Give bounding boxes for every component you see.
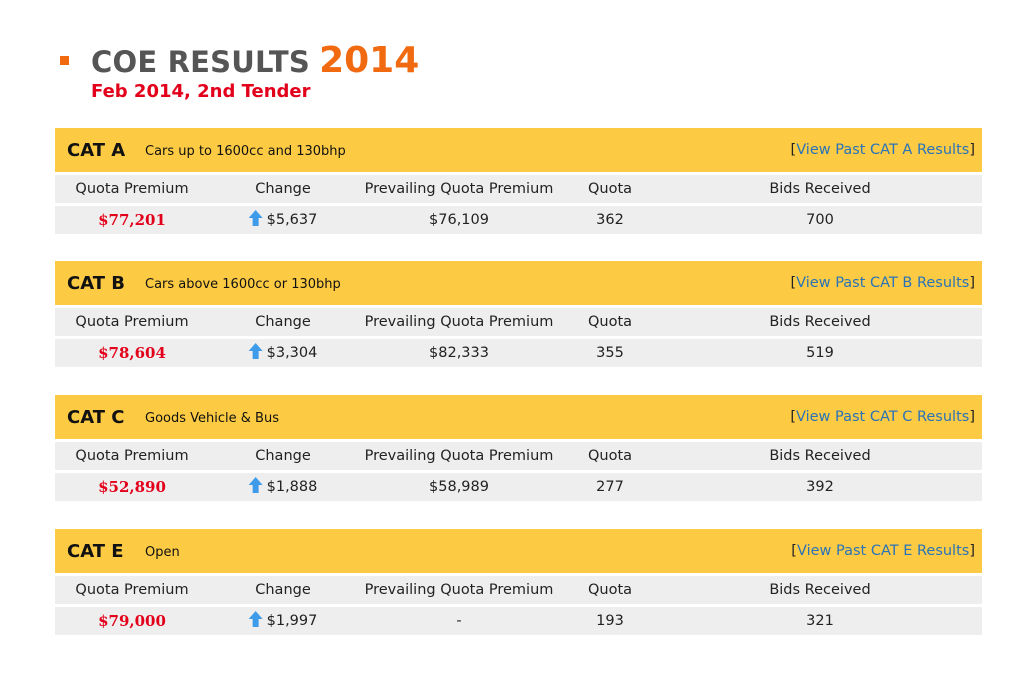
prevailing-value: $82,333 [429, 345, 489, 361]
past-results-link-wrap: [View Past CAT A Results] [791, 142, 975, 158]
link-bracket-close: ] [969, 275, 975, 291]
change-value: $3,304 [266, 345, 318, 361]
category-header: CAT A Cars up to 1600cc and 130bhp [View… [55, 128, 982, 172]
category-code: CAT B [67, 273, 126, 294]
quota-value: 355 [596, 345, 624, 361]
change-value: $5,637 [266, 212, 318, 228]
col-quota: Quota [587, 181, 633, 197]
view-past-cat-e-results-link[interactable]: View Past CAT E Results [796, 543, 970, 559]
category-block-cat-b: CAT B Cars above 1600cc or 130bhp [View … [55, 261, 982, 367]
change-value-cell: $3,304 [248, 339, 318, 367]
link-bracket-close: ] [969, 543, 975, 559]
col-prevailing-quota-premium: Prevailing Quota Premium [364, 448, 554, 464]
col-prevailing-quota-premium: Prevailing Quota Premium [364, 181, 554, 197]
title-bullet [60, 56, 69, 65]
view-past-cat-a-results-link[interactable]: View Past CAT A Results [796, 142, 970, 158]
table-row: $79,000 $1,997 - 193 321 [55, 607, 982, 635]
col-quota: Quota [587, 582, 633, 598]
category-block-cat-a: CAT A Cars up to 1600cc and 130bhp [View… [55, 128, 982, 234]
change-value-cell: $1,888 [248, 473, 318, 501]
table-row: $52,890 $1,888 $58,989 277 392 [55, 473, 982, 501]
col-change: Change [255, 582, 311, 598]
quota-value: 277 [596, 479, 624, 495]
prevailing-value: $76,109 [429, 212, 489, 228]
change-value-cell: $1,997 [248, 607, 318, 635]
col-quota: Quota [587, 448, 633, 464]
category-code: CAT E [67, 541, 124, 562]
view-past-cat-c-results-link[interactable]: View Past CAT C Results [796, 409, 970, 425]
col-bids-received: Bids Received [769, 181, 871, 197]
col-quota-premium: Quota Premium [75, 448, 189, 464]
prevailing-value: $58,989 [429, 479, 489, 495]
change-value: $1,888 [266, 479, 318, 495]
col-quota-premium: Quota Premium [75, 181, 189, 197]
page-title-text: COE RESULTS [91, 45, 310, 79]
category-code: CAT A [67, 140, 126, 161]
bids-value: 321 [806, 613, 834, 629]
past-results-link-wrap: [View Past CAT E Results] [791, 543, 975, 559]
bids-value: 392 [806, 479, 834, 495]
bids-value: 700 [806, 212, 834, 228]
quota-premium-value: $79,000 [98, 612, 166, 630]
quota-value: 362 [596, 212, 624, 228]
arrow-up-icon [248, 611, 263, 627]
col-prevailing-quota-premium: Prevailing Quota Premium [364, 314, 554, 330]
table-row: $77,201 $5,637 $76,109 362 700 [55, 206, 982, 234]
arrow-up-icon [248, 210, 263, 226]
column-header-row: Quota Premium Change Prevailing Quota Pr… [55, 175, 982, 203]
page-subtitle: Feb 2014, 2nd Tender [91, 81, 311, 102]
link-bracket-open: [ [790, 409, 796, 425]
bids-value: 519 [806, 345, 834, 361]
col-bids-received: Bids Received [769, 314, 871, 330]
change-value: $1,997 [266, 613, 318, 629]
table-row: $78,604 $3,304 $82,333 355 519 [55, 339, 982, 367]
category-description: Goods Vehicle & Bus [145, 411, 279, 426]
category-block-cat-c: CAT C Goods Vehicle & Bus [View Past CAT… [55, 395, 982, 501]
quota-premium-value: $78,604 [98, 344, 166, 362]
col-bids-received: Bids Received [769, 448, 871, 464]
category-description: Cars up to 1600cc and 130bhp [145, 144, 346, 159]
column-header-row: Quota Premium Change Prevailing Quota Pr… [55, 576, 982, 604]
category-block-cat-e: CAT E Open [View Past CAT E Results] Quo… [55, 529, 982, 635]
page-title: COE RESULTS 2014 [91, 40, 419, 81]
column-header-row: Quota Premium Change Prevailing Quota Pr… [55, 442, 982, 470]
col-change: Change [255, 448, 311, 464]
category-header: CAT B Cars above 1600cc or 130bhp [View … [55, 261, 982, 305]
link-bracket-close: ] [969, 142, 975, 158]
prevailing-value: - [456, 613, 462, 629]
link-bracket-open: [ [791, 543, 797, 559]
category-header: CAT C Goods Vehicle & Bus [View Past CAT… [55, 395, 982, 439]
link-bracket-open: [ [790, 142, 797, 158]
past-results-link-wrap: [View Past CAT B Results] [791, 275, 976, 291]
col-change: Change [255, 314, 311, 330]
col-prevailing-quota-premium: Prevailing Quota Premium [364, 582, 554, 598]
category-code: CAT C [67, 407, 125, 428]
category-description: Cars above 1600cc or 130bhp [145, 277, 341, 292]
arrow-up-icon [248, 477, 263, 493]
quota-premium-value: $77,201 [98, 211, 166, 229]
quota-value: 193 [596, 613, 624, 629]
column-header-row: Quota Premium Change Prevailing Quota Pr… [55, 308, 982, 336]
quota-premium-value: $52,890 [98, 478, 166, 496]
col-quota-premium: Quota Premium [75, 314, 189, 330]
col-quota: Quota [587, 314, 633, 330]
change-value-cell: $5,637 [248, 206, 318, 234]
link-bracket-open: [ [790, 275, 797, 291]
col-quota-premium: Quota Premium [75, 582, 189, 598]
view-past-cat-b-results-link[interactable]: View Past CAT B Results [796, 275, 970, 291]
category-description: Open [145, 545, 180, 560]
past-results-link-wrap: [View Past CAT C Results] [790, 409, 975, 425]
link-bracket-close: ] [969, 409, 975, 425]
col-bids-received: Bids Received [769, 582, 871, 598]
col-change: Change [255, 181, 311, 197]
page-title-year: 2014 [319, 40, 420, 81]
category-header: CAT E Open [View Past CAT E Results] [55, 529, 982, 573]
arrow-up-icon [248, 343, 263, 359]
